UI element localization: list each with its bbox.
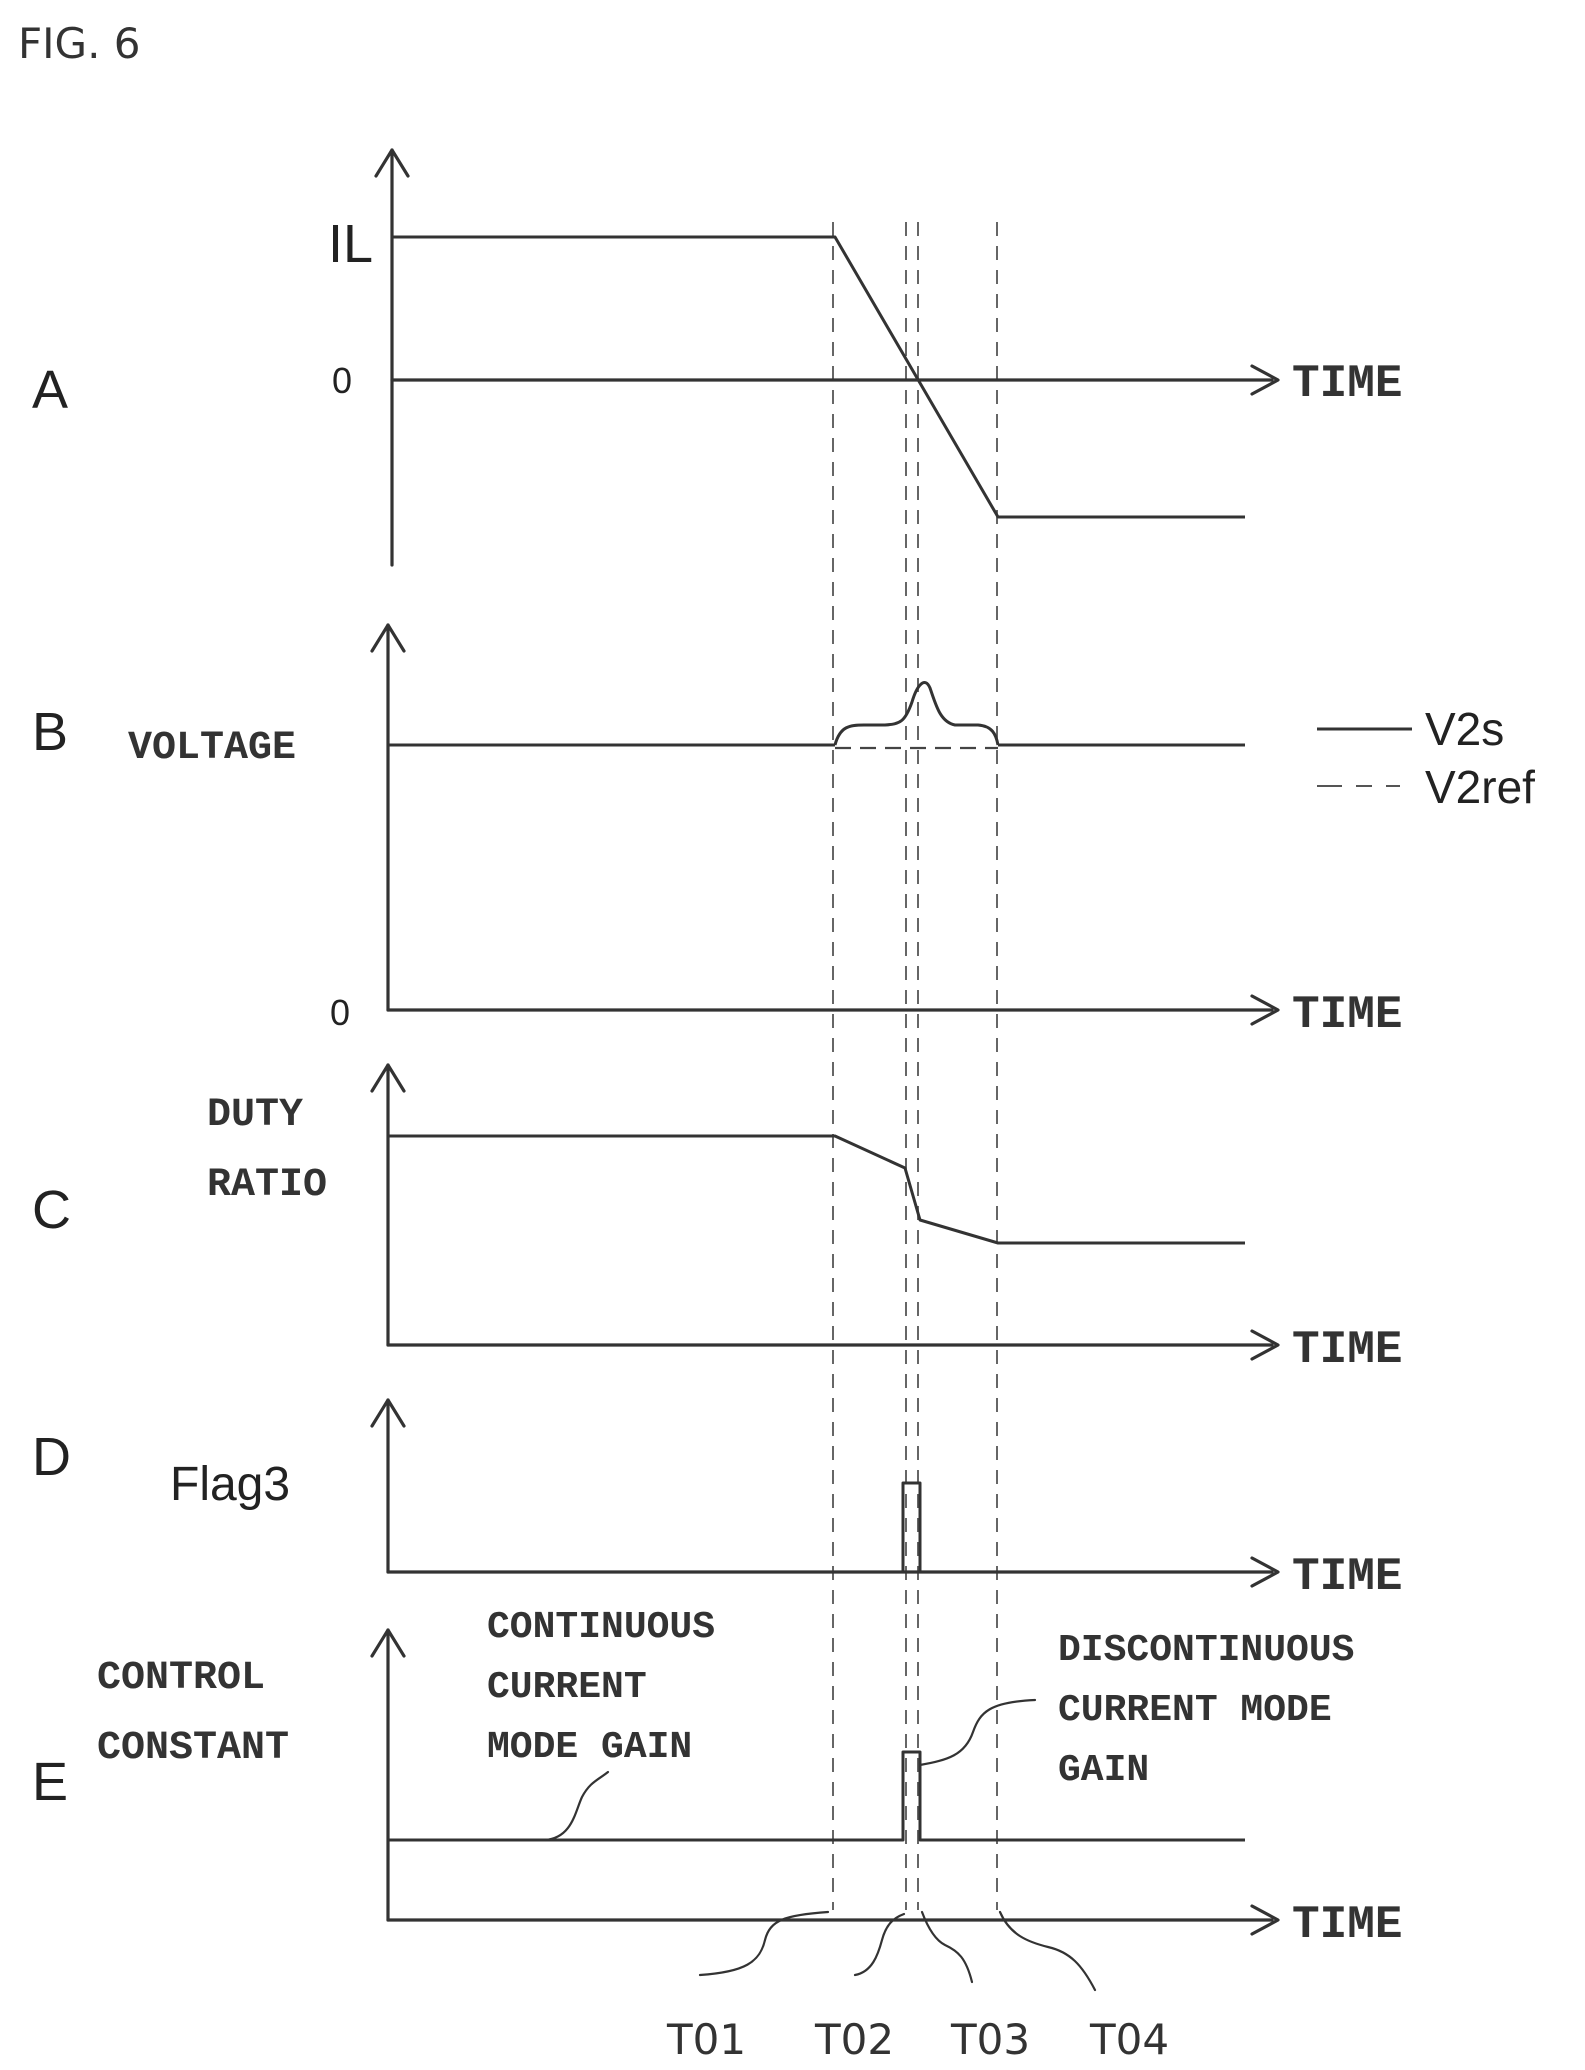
panel-c-ylabel-line1: DUTY <box>207 1093 303 1138</box>
panel-e-ylabel-line1: CONTROL <box>97 1656 265 1701</box>
panel-b-zero: 0 <box>330 992 350 1033</box>
panel-e-letter: E <box>32 1752 68 1812</box>
panel-b-y-arrow <box>370 623 406 653</box>
annotation-discontinuous-line3: GAIN <box>1058 1749 1149 1792</box>
t04-leader <box>998 1910 1097 1992</box>
panel-d-flag3-pulse <box>901 1481 922 1572</box>
legend-v2s-label: V2s <box>1425 703 1504 755</box>
timepoint-labels: T01 T02 T03 T04 <box>666 1910 1169 2064</box>
panel-c-x-arrow <box>1250 1329 1280 1361</box>
panel-e-time-label: TIME <box>1292 1899 1402 1951</box>
panel-c-time-label: TIME <box>1292 1324 1402 1376</box>
panel-a-inductor-current-trace <box>392 235 1245 519</box>
panel-a: A IL 0 TIME <box>32 148 1402 567</box>
annotation-discontinuous-line2: CURRENT MODE <box>1058 1689 1332 1732</box>
panel-a-ylabel: IL <box>328 214 373 274</box>
timepoint-t02: T02 <box>814 2015 894 2064</box>
annotation-continuous-line3: MODE GAIN <box>487 1726 692 1769</box>
panel-c-ylabel-line2: RATIO <box>207 1163 327 1208</box>
legend-v2ref-label: V2ref <box>1425 761 1535 813</box>
annotation-continuous-leader <box>543 1770 610 1842</box>
annotation-continuous-line1: CONTINUOUS <box>487 1606 715 1649</box>
panel-e-control-constant-trace <box>388 1750 1245 1842</box>
panel-e-x-arrow <box>1250 1904 1280 1936</box>
panel-e-ylabel-line2: CONSTANT <box>97 1726 289 1771</box>
timepoint-t04: T04 <box>1089 2015 1169 2064</box>
annotation-continuous-line2: CURRENT <box>487 1666 647 1709</box>
panel-a-zero: 0 <box>332 360 352 401</box>
timepoint-t01: T01 <box>666 2015 746 2064</box>
panel-d-letter: D <box>32 1427 71 1487</box>
panel-b-letter: B <box>32 702 68 762</box>
panel-d-x-arrow <box>1250 1556 1280 1588</box>
panel-b: B VOLTAGE 0 TIME V2s V2ref <box>32 623 1535 1041</box>
panel-c-letter: C <box>32 1180 71 1240</box>
panel-a-time-label: TIME <box>1292 358 1402 410</box>
panel-d-y-arrow <box>370 1398 406 1428</box>
panel-a-y-arrow <box>374 148 410 178</box>
timepoint-t03: T03 <box>950 2015 1030 2064</box>
panel-a-x-arrow <box>1250 364 1280 396</box>
timing-guides <box>832 222 998 1910</box>
panel-c: C DUTY RATIO TIME <box>32 1063 1402 1376</box>
panel-b-v2s-transient <box>833 681 1000 746</box>
t02-leader <box>853 1912 906 1977</box>
panel-e-y-arrow <box>370 1628 406 1658</box>
annotation-discontinuous-line1: DISCONTINUOUS <box>1058 1629 1354 1672</box>
panel-e: E CONTROL CONSTANT TIME CONTINUOUS CURRE… <box>32 1606 1402 1951</box>
panel-a-letter: A <box>32 360 68 420</box>
panel-b-time-label: TIME <box>1292 989 1402 1041</box>
panel-d-time-label: TIME <box>1292 1551 1402 1603</box>
panel-c-y-arrow <box>370 1063 406 1093</box>
panel-d-ylabel: Flag3 <box>170 1458 290 1511</box>
panel-c-duty-ratio-trace <box>388 1134 1245 1245</box>
panel-b-x-arrow <box>1250 994 1280 1026</box>
t03-leader <box>920 1910 974 1984</box>
figure-label: FIG. 6 <box>18 19 141 68</box>
t01-leader <box>698 1910 830 1977</box>
panel-b-ylabel: VOLTAGE <box>128 726 296 771</box>
panel-d: D Flag3 TIME <box>32 1398 1402 1603</box>
annotation-discontinuous-leader <box>918 1698 1037 1767</box>
